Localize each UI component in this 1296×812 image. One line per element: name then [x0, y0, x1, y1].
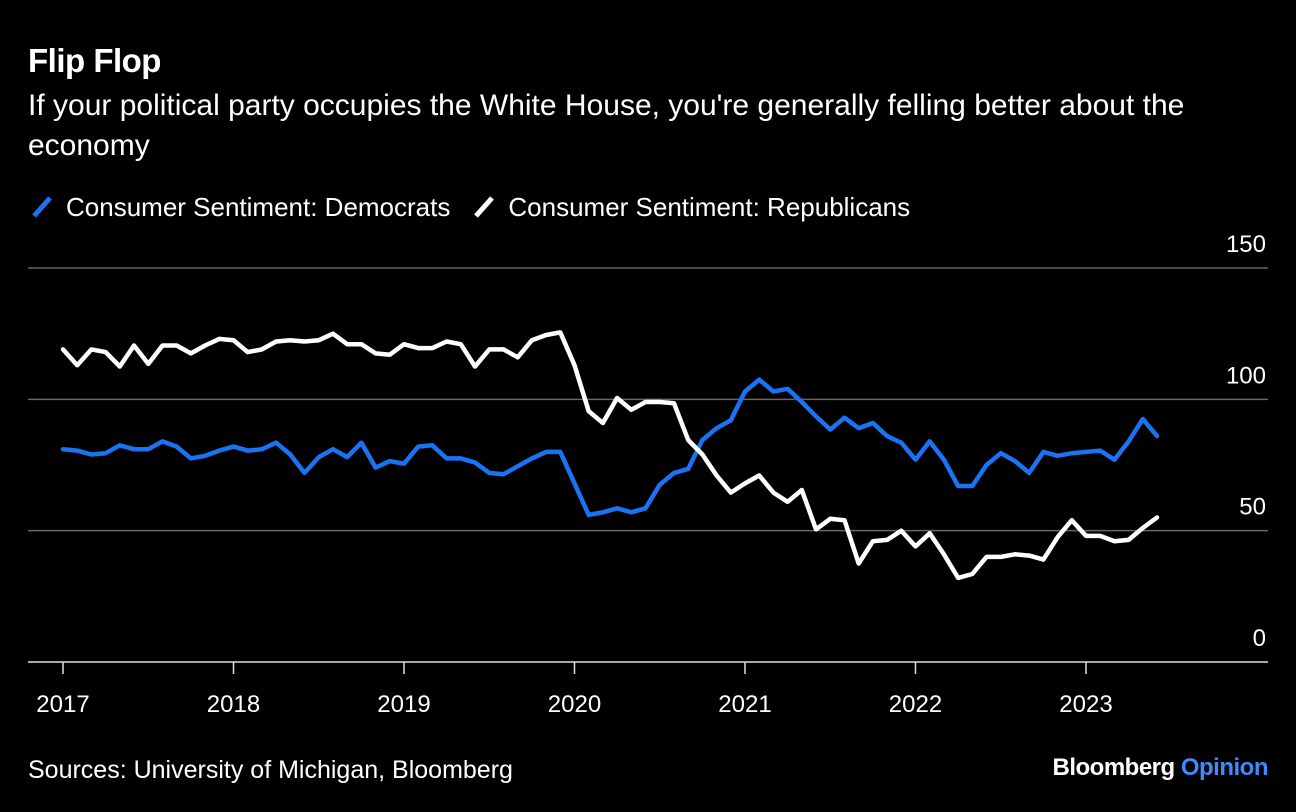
series-line-democrats [60, 377, 1160, 518]
y-tick-label: 0 [1253, 625, 1266, 652]
series-line-republicans [60, 330, 1160, 581]
line-chart: 0 50 100 150 2017 2018 2019 2020 2021 2022 2023 [28, 231, 1268, 718]
legend: Consumer Sentiment: Democrats Consumer S… [30, 190, 932, 224]
legend-swatch-republicans-icon [474, 196, 495, 218]
legend-item-republicans: Consumer Sentiment: Republicans [472, 192, 910, 223]
x-tick-label: 2018 [207, 691, 260, 718]
x-tick-label: 2019 [377, 691, 430, 718]
chart-subtitle: If your political party occupies the Whi… [28, 89, 1185, 162]
brand-suffix: Opinion [1180, 754, 1269, 781]
x-tick-label: 2022 [889, 691, 942, 718]
brand-name: Bloomberg [1052, 754, 1176, 781]
chart-title: Flip Flop [28, 42, 161, 79]
legend-label-republicans: Consumer Sentiment: Republicans [508, 191, 911, 222]
legend-swatch-democrats-icon [32, 196, 52, 218]
x-tick-label: 2020 [548, 691, 601, 718]
y-tick-label: 50 [1239, 494, 1266, 521]
legend-label-democrats: Consumer Sentiment: Democrats [66, 191, 451, 222]
source-note: Sources: University of Michigan, Bloombe… [28, 756, 513, 784]
x-tick-label: 2021 [718, 691, 771, 718]
brand-logo: Bloomberg Opinion [1053, 754, 1269, 782]
x-tick-label: 2023 [1059, 691, 1112, 718]
legend-item-democrats: Consumer Sentiment: Democrats [30, 192, 450, 223]
y-tick-label: 150 [1226, 231, 1266, 258]
y-tick-label: 100 [1226, 362, 1266, 389]
x-tick-label: 2017 [36, 691, 89, 718]
